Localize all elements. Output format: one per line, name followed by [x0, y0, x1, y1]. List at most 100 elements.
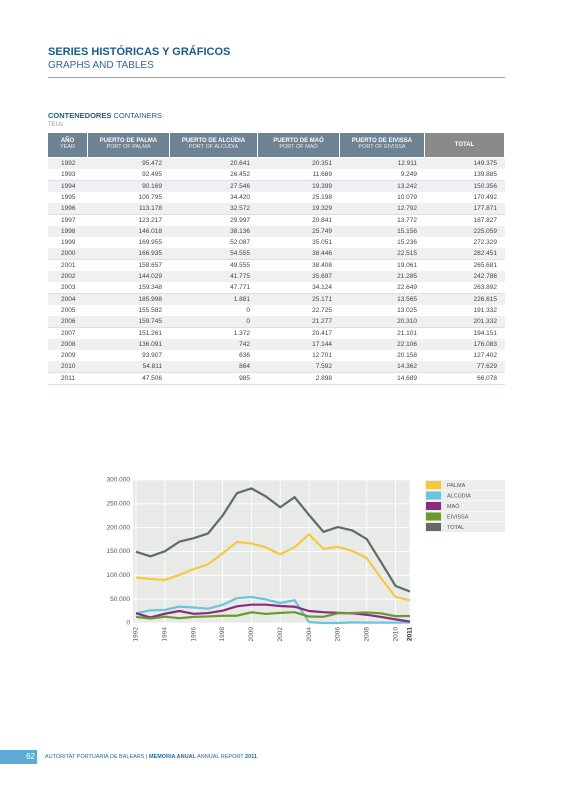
cell: 21.101 [397, 329, 417, 337]
cell: 225.059 [473, 227, 498, 235]
y-tick-label: 200.000 [107, 524, 131, 531]
footer-report: MEMORIA ANUAL [148, 754, 196, 760]
cell: 123.217 [138, 216, 163, 224]
cell: 17.144 [312, 340, 332, 348]
column-label: TOTAL [454, 142, 475, 148]
legend-swatch [426, 512, 441, 521]
column-label: AÑO [60, 138, 75, 144]
cell: 20.351 [312, 160, 332, 167]
column-sublabel: PORT OF ALCÚDIA [188, 144, 239, 150]
year-cell: 1992 [61, 160, 76, 167]
cell: 25.749 [312, 227, 332, 235]
cell: 100.795 [138, 193, 163, 201]
cell: 92.495 [142, 171, 162, 179]
legend-swatch [426, 481, 441, 489]
cell: 20.310 [397, 318, 417, 326]
cell: 13.242 [397, 182, 417, 190]
legend-label: TOTAL [447, 525, 464, 531]
cell: 139.885 [473, 171, 498, 179]
cell: 151.261 [138, 329, 163, 337]
cell: 242.786 [473, 273, 498, 280]
cell: 22.106 [397, 340, 417, 348]
cell: 13.565 [397, 295, 417, 303]
cell: 38.446 [312, 250, 332, 258]
column-label: PUERTO DE EIVISSA [351, 138, 413, 144]
cell: 20.841 [312, 216, 332, 224]
cell: 27.546 [230, 182, 250, 190]
cell: 34.420 [230, 193, 250, 201]
cell: 66.078 [477, 374, 497, 382]
x-tick-label: 2004 [306, 627, 313, 642]
cell: 1.881 [233, 295, 250, 303]
series-line [135, 533, 411, 602]
cell: 20.158 [397, 352, 417, 360]
year-cell: 2001 [61, 261, 76, 269]
cell: 34.124 [312, 284, 332, 292]
year-cell: 1996 [61, 205, 76, 213]
year-cell: 1994 [61, 182, 76, 190]
legend-label: PALMA [447, 483, 466, 489]
cell: 1.372 [233, 329, 250, 337]
x-tick-label: 2010 [392, 627, 399, 642]
cell: 176.083 [473, 340, 498, 348]
cell: 12.911 [397, 160, 417, 167]
y-tick-label: 250.000 [107, 501, 131, 508]
cell: 26.452 [230, 171, 250, 179]
cell: 201.332 [473, 318, 498, 326]
cell: 194.151 [473, 329, 498, 337]
cell: 170.492 [473, 193, 498, 201]
cell: 15.236 [397, 239, 417, 247]
legend-row [425, 501, 505, 511]
cell: 14.362 [397, 363, 417, 371]
x-tick-label: 1998 [219, 627, 226, 642]
cell: 159.348 [138, 284, 163, 292]
x-tick-label: 2002 [277, 627, 284, 642]
cell: 22.725 [312, 306, 332, 314]
column-header: PUERTO DE PALMA PORT OF PALMA [88, 133, 169, 157]
column-header: TOTAL [425, 133, 504, 157]
cell: 19.399 [312, 182, 332, 190]
y-tick-label: 0 [126, 620, 130, 627]
cell: 9.249 [400, 171, 417, 179]
legend-row [425, 480, 505, 490]
cell: 155.582 [138, 306, 163, 314]
cell: 742 [239, 340, 250, 348]
year-cell: 2005 [61, 306, 76, 314]
column-sublabel: PORT OF PALMA [106, 144, 151, 150]
cell: 0 [246, 306, 250, 314]
x-tick-label: 2008 [363, 627, 370, 642]
legend-row [425, 511, 505, 522]
year-cell: 2009 [61, 352, 76, 360]
page-number: 62 [0, 750, 37, 764]
cell: 38.408 [312, 261, 332, 269]
cell: 22.515 [397, 250, 417, 258]
cell: 19.061 [397, 261, 417, 269]
series-line [135, 611, 411, 620]
column-header: AÑO YEAR [48, 133, 87, 157]
cell: 282.451 [473, 250, 498, 258]
cell: 636 [239, 352, 250, 360]
footer-org: AUTORITAT PORTUÀRIA DE BALEARS [45, 754, 145, 760]
footer-report-en: ANNUAL REPORT [197, 754, 244, 760]
x-tick-label: 2011 [407, 627, 414, 641]
section-heading: CONTENEDORES CONTAINERS [48, 111, 162, 120]
x-tick-label: 1996 [190, 627, 197, 642]
column-header: PUERTO DE MAÓ PORT OF MAÓ [258, 133, 339, 157]
cell: 21.285 [397, 273, 417, 280]
cell: 150.356 [473, 182, 498, 190]
series-line [135, 603, 411, 623]
cell: 13.772 [397, 216, 417, 224]
unit: TEUs [48, 122, 63, 128]
row-bg [48, 372, 505, 385]
year-cell: 1997 [61, 216, 76, 224]
cell: 19.329 [312, 205, 332, 213]
year-cell: 2007 [61, 329, 76, 337]
legend-swatch [426, 523, 441, 531]
cell: 52.087 [230, 239, 250, 247]
cell: 864 [239, 363, 250, 371]
page-title: SERIES HISTÓRICAS Y GRÁFICOS [48, 46, 231, 58]
x-tick-label: 1994 [162, 627, 169, 642]
cell: 177.871 [473, 205, 498, 213]
